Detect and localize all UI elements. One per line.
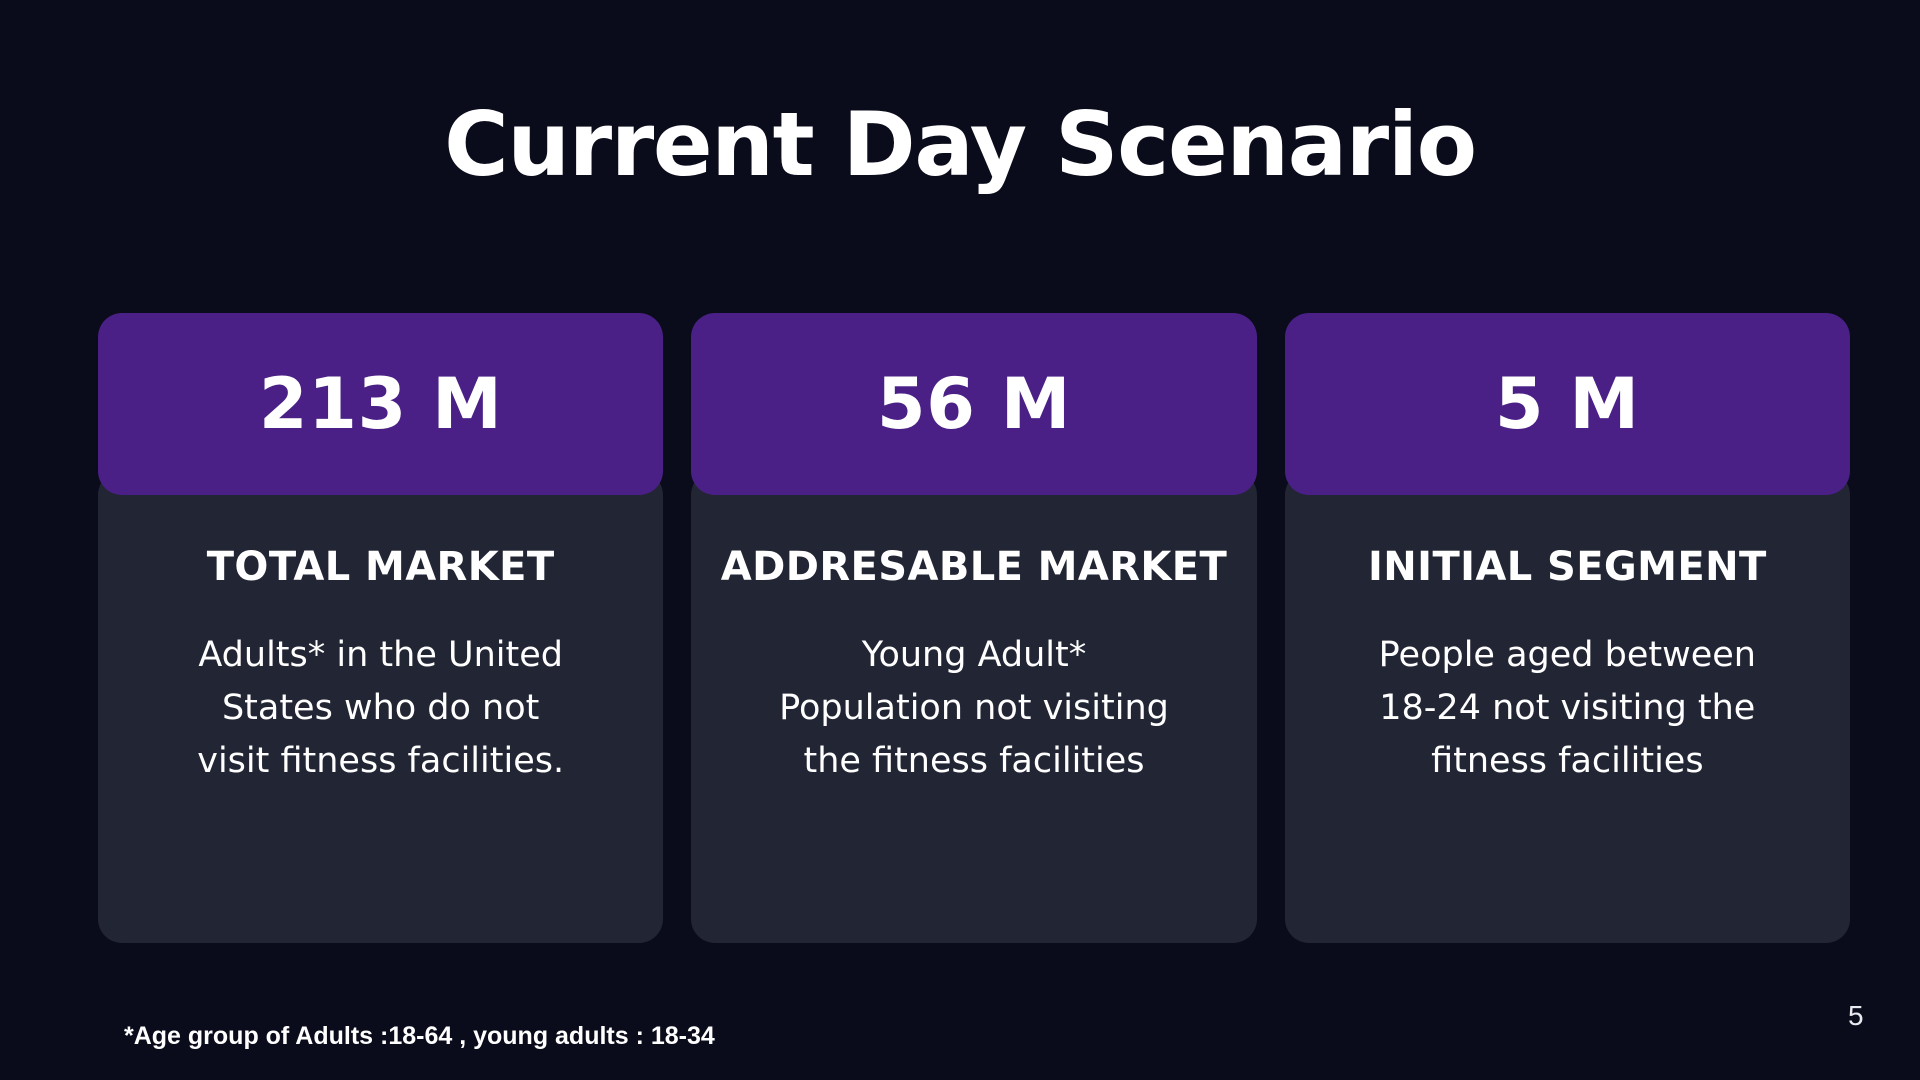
description-line: 18-24 not visiting the	[1379, 688, 1756, 728]
card-total-market-value: 213 M	[258, 363, 503, 445]
card-initial-segment: 5 M INITIAL SEGMENT People aged between …	[1284, 313, 1850, 943]
slide-title: Current Day Scenario	[444, 93, 1477, 196]
description-line: Young Adult*	[861, 635, 1087, 675]
card-initial-segment-heading: INITIAL SEGMENT	[1368, 544, 1767, 590]
card-total-market-heading: TOTAL MARKET	[206, 544, 555, 590]
card-total-market-description: Adults* in the United States who do not …	[118, 629, 643, 788]
card-total-market: 213 M TOTAL MARKET Adults* in the United…	[98, 313, 664, 943]
description-line: States who do not	[221, 688, 540, 728]
card-initial-segment-description: People aged between 18-24 not visiting t…	[1305, 629, 1830, 788]
card-addressable-market-heading: ADDRESABLE MARKET	[720, 544, 1228, 590]
card-total-market-header: 213 M	[98, 313, 664, 495]
description-line: Population not visiting	[779, 688, 1169, 728]
description-line: People aged between	[1378, 635, 1756, 675]
card-addressable-market-description: Young Adult* Population not visiting the…	[711, 629, 1236, 788]
card-total-market-body: TOTAL MARKET Adults* in the United State…	[98, 471, 664, 943]
card-initial-segment-value: 5 M	[1494, 363, 1640, 445]
description-line: visit fitness facilities.	[197, 741, 565, 781]
description-line: the fitness facilities	[803, 741, 1145, 781]
market-cards-row: 213 M TOTAL MARKET Adults* in the United…	[98, 313, 1850, 943]
card-initial-segment-body: INITIAL SEGMENT People aged between 18-2…	[1284, 471, 1850, 943]
description-line: fitness facilities	[1431, 741, 1704, 781]
card-addressable-market-body: ADDRESABLE MARKET Young Adult* Populatio…	[691, 471, 1257, 943]
page-number: 5	[1848, 1000, 1864, 1031]
card-addressable-market-header: 56 M	[691, 313, 1257, 495]
description-line: Adults* in the United	[198, 635, 563, 675]
card-initial-segment-header: 5 M	[1284, 313, 1850, 495]
card-addressable-market-value: 56 M	[876, 363, 1072, 445]
age-group-footnote: *Age group of Adults :18-64 , young adul…	[124, 1022, 715, 1050]
card-addressable-market: 56 M ADDRESABLE MARKET Young Adult* Popu…	[691, 313, 1257, 943]
